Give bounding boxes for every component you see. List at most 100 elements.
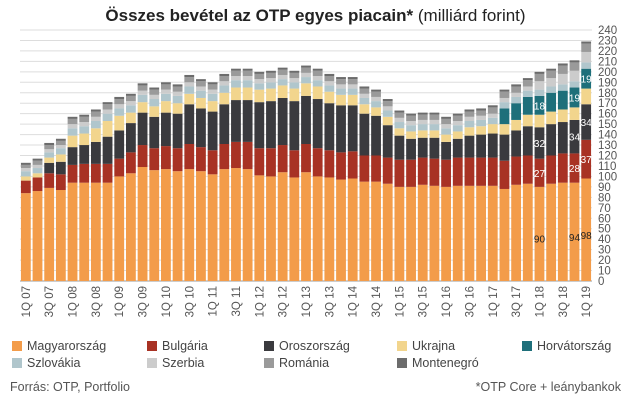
bar-segment <box>511 184 522 281</box>
bar-segment <box>137 94 148 103</box>
bar-segment <box>44 173 55 188</box>
bar-segment <box>125 93 136 96</box>
y-tick-label: 90 <box>598 182 611 194</box>
y-tick-label: 240 <box>598 25 617 37</box>
bar-segment <box>79 114 90 117</box>
bar-segment <box>219 104 230 144</box>
bar-segment <box>522 96 533 115</box>
bar-segment <box>161 146 171 170</box>
bar-segment <box>231 87 241 101</box>
bar-segment <box>137 85 148 91</box>
bar-segment <box>557 63 568 66</box>
bar-segment <box>44 152 55 158</box>
bar-segment <box>196 81 206 87</box>
legend-item: Horvátország <box>522 339 611 353</box>
x-tick-label: 1Q 11 <box>208 286 220 316</box>
bar-segment <box>301 77 311 84</box>
legend-label: Szerbia <box>162 356 205 370</box>
x-tick-label: 1Q 08 <box>68 286 80 317</box>
bar-segment <box>137 145 148 168</box>
bar-segment <box>312 86 323 100</box>
bar-segment <box>499 124 510 135</box>
bar-segment <box>125 112 136 124</box>
bar-segment <box>464 157 475 186</box>
bar-segment <box>406 113 416 116</box>
bar-segment <box>44 187 55 281</box>
bar-segment <box>289 177 300 281</box>
bar-segment <box>324 85 335 92</box>
y-tick-label: 170 <box>598 98 617 110</box>
bar-segment <box>569 119 580 154</box>
bar-segment <box>242 100 253 142</box>
bar-segment <box>452 157 463 186</box>
bar-segment <box>114 115 125 131</box>
bar-segment <box>347 77 358 80</box>
chart-title: Összes bevétel az OTP egyes piacain* (mi… <box>0 6 631 26</box>
y-tick-label: 160 <box>598 109 617 121</box>
bar-segment <box>196 97 206 109</box>
bar-segment <box>67 116 78 119</box>
data-label: 27 <box>534 169 546 180</box>
bar-segment <box>44 162 55 174</box>
bar-segment <box>67 118 78 125</box>
bar-segment <box>67 124 78 129</box>
bar-segment <box>476 134 487 158</box>
bar-segment <box>301 83 311 96</box>
bar-segment <box>382 125 393 158</box>
bar-segment <box>55 154 66 162</box>
bar-segment <box>149 148 160 171</box>
bar-segment <box>161 89 171 94</box>
bar-segment <box>32 168 43 174</box>
bar-segment <box>581 62 592 69</box>
bar-segment <box>499 108 510 125</box>
bar-segment <box>511 103 522 120</box>
bar-segment <box>277 85 288 98</box>
bar-segment <box>487 117 498 125</box>
bar-segment <box>382 116 393 126</box>
bar-segment <box>312 76 323 81</box>
bar-segment <box>569 87 580 108</box>
bar-segment <box>406 131 416 139</box>
bar-segment <box>137 167 148 281</box>
bar-segment <box>569 60 580 63</box>
bar-segment <box>347 94 358 106</box>
bar-segment <box>67 164 78 183</box>
bar-segment <box>499 160 510 189</box>
legend-swatch <box>12 358 22 368</box>
bar-segment <box>522 183 533 281</box>
y-tick-label: 220 <box>598 46 617 58</box>
bar-segment <box>149 99 160 107</box>
bar-segment <box>476 157 487 186</box>
bar-segment <box>336 84 346 89</box>
bar-segment <box>534 81 545 90</box>
bar-segment <box>102 109 113 114</box>
bar-segment <box>546 86 557 93</box>
bar-segment <box>102 104 113 110</box>
bar-segment <box>55 138 66 141</box>
bar-segment <box>522 86 533 91</box>
bar-segment <box>464 111 475 117</box>
bar-segment <box>32 173 43 178</box>
bar-segment <box>102 113 113 121</box>
x-tick-label: 1Q 13 <box>301 286 313 317</box>
legend-item: Ukrajna <box>397 339 455 353</box>
bar-segment <box>289 101 300 151</box>
bar-segment <box>79 122 90 127</box>
bar-segment <box>569 70 580 82</box>
bar-segment <box>149 94 160 100</box>
bar-segment <box>277 145 288 173</box>
bar-segment <box>312 80 323 87</box>
bar-segment <box>196 108 206 148</box>
bar-segment <box>417 112 428 115</box>
bar-segment <box>55 174 66 191</box>
bar-segment <box>359 88 370 94</box>
bar-segment <box>581 139 592 179</box>
bar-segment <box>277 172 288 281</box>
bar-segment <box>301 172 311 281</box>
bar-segment <box>417 130 428 138</box>
bar-segment <box>534 71 545 74</box>
bar-segment <box>172 171 183 281</box>
bar-segment <box>172 113 183 149</box>
x-tick-label: 3Q 11 <box>231 286 243 316</box>
bar-segment <box>487 113 498 118</box>
